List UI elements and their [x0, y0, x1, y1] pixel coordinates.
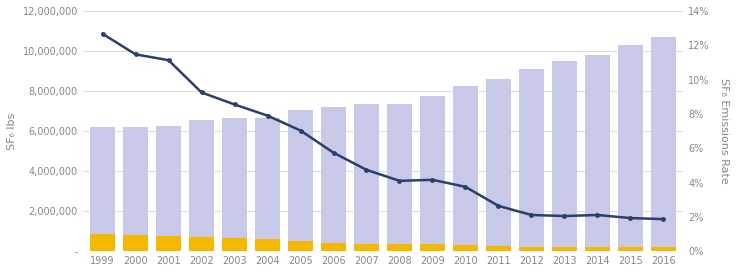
Bar	[519, 69, 544, 251]
Bar	[354, 104, 379, 251]
Bar	[486, 246, 511, 251]
Bar	[585, 247, 610, 251]
Bar	[552, 61, 577, 251]
Bar	[91, 127, 115, 251]
Y-axis label: SF₆ Emissions Rate: SF₆ Emissions Rate	[719, 78, 729, 184]
Bar	[156, 236, 181, 251]
Bar	[552, 247, 577, 251]
Bar	[420, 96, 445, 251]
Bar	[189, 120, 214, 251]
Y-axis label: SF₆ lbs: SF₆ lbs	[7, 112, 17, 150]
Bar	[453, 245, 478, 251]
Bar	[387, 104, 412, 251]
Bar	[222, 118, 247, 251]
Bar	[453, 86, 478, 251]
Bar	[123, 127, 148, 251]
Bar	[321, 107, 346, 251]
Bar	[618, 45, 643, 251]
Bar	[222, 238, 247, 251]
Bar	[486, 79, 511, 251]
Bar	[91, 234, 115, 251]
Bar	[321, 243, 346, 251]
Bar	[189, 237, 214, 251]
Bar	[651, 247, 676, 251]
Bar	[288, 110, 313, 251]
Bar	[585, 55, 610, 251]
Bar	[519, 247, 544, 251]
Bar	[255, 239, 280, 251]
Bar	[387, 244, 412, 251]
Bar	[354, 244, 379, 251]
Bar	[123, 235, 148, 251]
Bar	[618, 247, 643, 251]
Bar	[651, 37, 676, 251]
Bar	[255, 118, 280, 251]
Bar	[420, 244, 445, 251]
Bar	[156, 126, 181, 251]
Bar	[288, 241, 313, 251]
